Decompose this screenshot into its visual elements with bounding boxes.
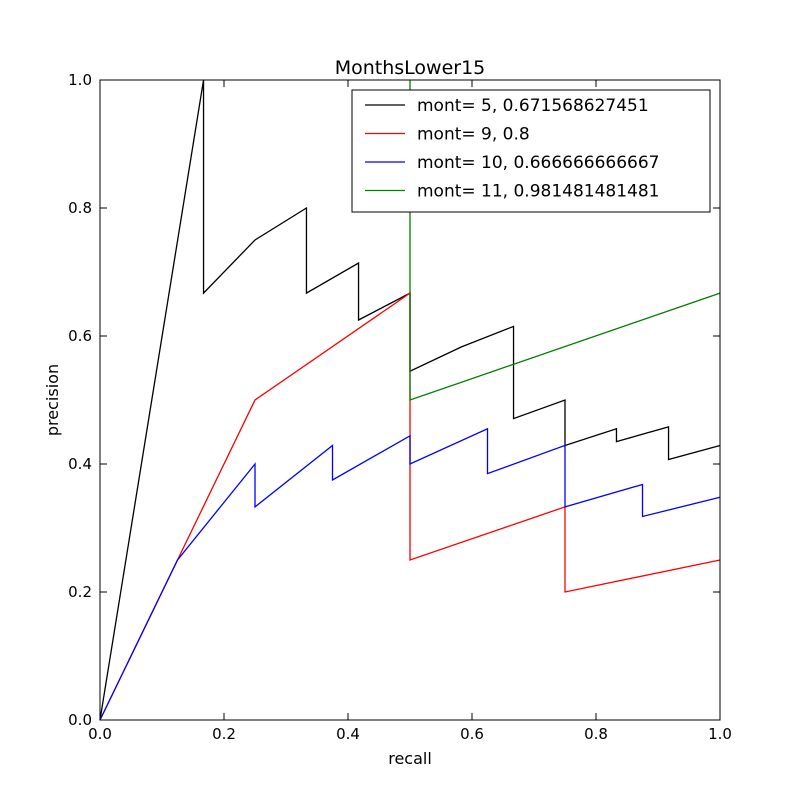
legend-label-0: mont= 5, 0.671568627451 [417, 96, 649, 116]
x-axis-label: recall [388, 749, 432, 768]
y-tick-label: 0.8 [68, 199, 92, 217]
legend-label-2: mont= 10, 0.666666666667 [417, 153, 660, 173]
legend: mont= 5, 0.671568627451 mont= 9, 0.8 mont=… [351, 89, 711, 213]
series-line-0 [99, 79, 721, 721]
legend-label-3: mont= 11, 0.981481481481 [417, 182, 660, 202]
x-tick-label: 0.0 [88, 725, 112, 743]
x-tick-label: 0.8 [584, 725, 608, 743]
y-tick-label: 0.4 [68, 455, 92, 473]
legend-label-1: mont= 9, 0.8 [417, 125, 530, 145]
y-tick-label: 0.0 [68, 711, 92, 729]
chart-title: MonthsLower15 [335, 57, 486, 79]
y-axis-label: precision [43, 364, 62, 436]
x-tick-label: 0.4 [336, 725, 360, 743]
y-tick-label: 0.2 [68, 583, 92, 601]
y-tick-label: 1.0 [68, 71, 92, 89]
y-tick-label: 0.6 [68, 327, 92, 345]
series-line-2 [99, 427, 721, 721]
plot-frame [99, 79, 721, 721]
x-tick-label: 0.6 [460, 725, 484, 743]
legend-box [351, 89, 711, 213]
series-line-1 [99, 291, 721, 721]
x-tick-label: 0.2 [212, 725, 236, 743]
x-tick-label: 1.0 [708, 725, 732, 743]
axis-ticks: 0.0 0.2 0.4 0.6 0.8 1.0 0.0 0.2 0.4 0.6 0.8 1.0 [68, 71, 732, 743]
